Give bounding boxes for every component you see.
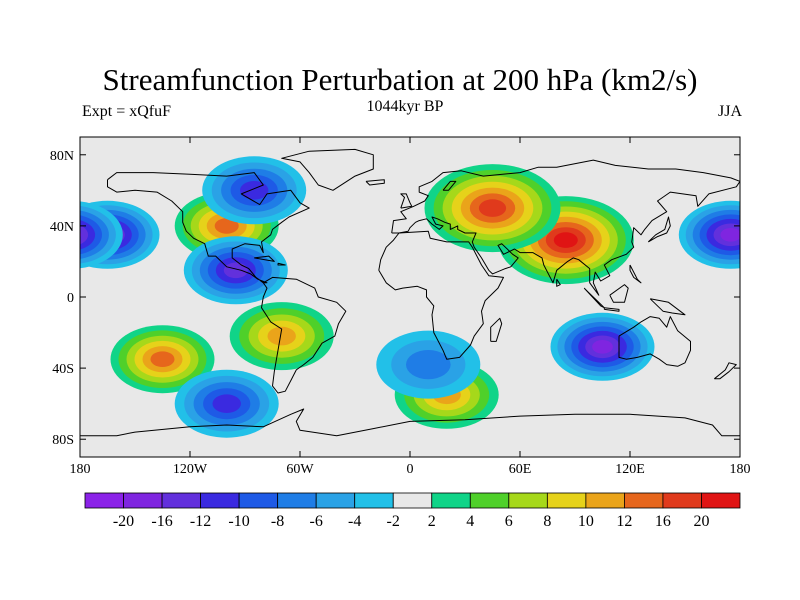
contour-band	[212, 394, 241, 414]
colorbar-swatch	[161, 492, 201, 509]
colorbar-swatch	[123, 492, 163, 509]
coastline	[378, 230, 504, 360]
coastline	[649, 298, 686, 316]
coastline	[107, 172, 310, 284]
coastline	[713, 362, 737, 380]
coastline	[556, 278, 561, 287]
x-tick-label: 60E	[509, 462, 532, 477]
colorbar-label: -20	[113, 513, 134, 530]
contour-band	[750, 224, 785, 247]
colorbar-label: 2	[428, 513, 436, 530]
colorbar-swatch	[84, 492, 124, 509]
colorbar-label: -2	[387, 513, 400, 530]
x-tick-label: 120E	[615, 462, 645, 477]
coastline	[647, 216, 671, 243]
x-tick-label: 60W	[286, 462, 314, 477]
coastline	[254, 255, 275, 262]
colorbar-label: -10	[228, 513, 249, 530]
experiment-label: Expt = xQfuF	[82, 103, 172, 120]
colorbar-label: 4	[466, 513, 474, 530]
contour-fill-layer	[80, 156, 792, 438]
coastline	[391, 159, 740, 296]
colorbar-swatch	[277, 492, 317, 509]
season-label: JJA	[717, 103, 742, 120]
y-tick-label: 40N	[50, 220, 74, 235]
colorbar-swatch	[624, 492, 664, 509]
coastline	[277, 262, 286, 266]
colorbar-swatch	[508, 492, 548, 509]
y-tick-label: 80S	[52, 433, 74, 448]
contour-band	[736, 225, 740, 245]
colorbar-swatch	[315, 492, 356, 509]
colorbar-label: 16	[655, 513, 671, 530]
colorbar-label: -4	[348, 513, 361, 530]
coastline	[609, 284, 629, 303]
colorbar-swatch	[200, 492, 240, 509]
contour-band	[267, 326, 296, 346]
coastline	[261, 276, 347, 394]
y-tick-label: 0	[67, 291, 74, 306]
colorbar: -20 -16 -12 -10 -8 -6 -4 -2 2 4 6 8 10 12 16 20	[84, 492, 741, 530]
colorbar-label: 8	[543, 513, 551, 530]
coastline	[80, 408, 740, 437]
colorbar-label: -12	[190, 513, 211, 530]
axis-ticks: 180 120W 60W 0 60E 120E 180 80N 40N 0 40S 80S	[50, 137, 751, 477]
coastline	[618, 316, 691, 367]
colorbar-swatch	[546, 492, 587, 509]
coastline	[400, 193, 413, 209]
contour-band	[214, 218, 239, 234]
colorbar-swatch	[431, 492, 471, 509]
colorbar-swatch	[238, 492, 279, 509]
x-tick-label: 180	[730, 462, 751, 477]
contour-band	[80, 225, 89, 245]
contour-band	[406, 350, 451, 380]
colorbar-label: 10	[578, 513, 594, 530]
x-tick-label: 0	[407, 462, 414, 477]
coastline	[629, 264, 642, 284]
colorbar-label: -16	[151, 513, 172, 530]
y-tick-label: 40S	[52, 362, 74, 377]
contour-band	[150, 351, 175, 368]
colorbar-label: -8	[271, 513, 284, 530]
colorbar-label: 20	[694, 513, 710, 530]
contour-band	[478, 199, 507, 217]
contour-band	[592, 340, 613, 354]
coastline	[603, 307, 620, 312]
coastline	[490, 317, 503, 342]
contour-band	[743, 219, 792, 251]
contour-band	[223, 262, 248, 279]
colorbar-swatch	[701, 492, 741, 509]
colorbar-swatch	[392, 492, 433, 509]
y-tick-label: 80N	[50, 149, 74, 164]
x-tick-label: 180	[70, 462, 91, 477]
coastline	[442, 180, 457, 191]
time-label: 1044kyr BP	[366, 98, 444, 115]
colorbar-label: 6	[505, 513, 513, 530]
contour-band	[240, 181, 269, 200]
contour-band	[553, 232, 578, 248]
x-tick-label: 120W	[173, 462, 208, 477]
contour-band	[720, 228, 740, 242]
colorbar-swatch	[354, 492, 394, 509]
colorbar-swatch	[585, 492, 625, 509]
coastline	[365, 179, 385, 186]
plot-title: Streamfunction Perturbation at 200 hPa (…	[102, 62, 698, 97]
colorbar-label: -6	[310, 513, 323, 530]
coastline-layer	[80, 148, 740, 437]
colorbar-swatch	[662, 492, 702, 509]
coastline	[281, 148, 374, 191]
contour-band	[757, 228, 778, 242]
colorbar-label: 12	[616, 513, 632, 530]
colorbar-swatch	[469, 492, 510, 509]
coastline	[583, 287, 605, 309]
